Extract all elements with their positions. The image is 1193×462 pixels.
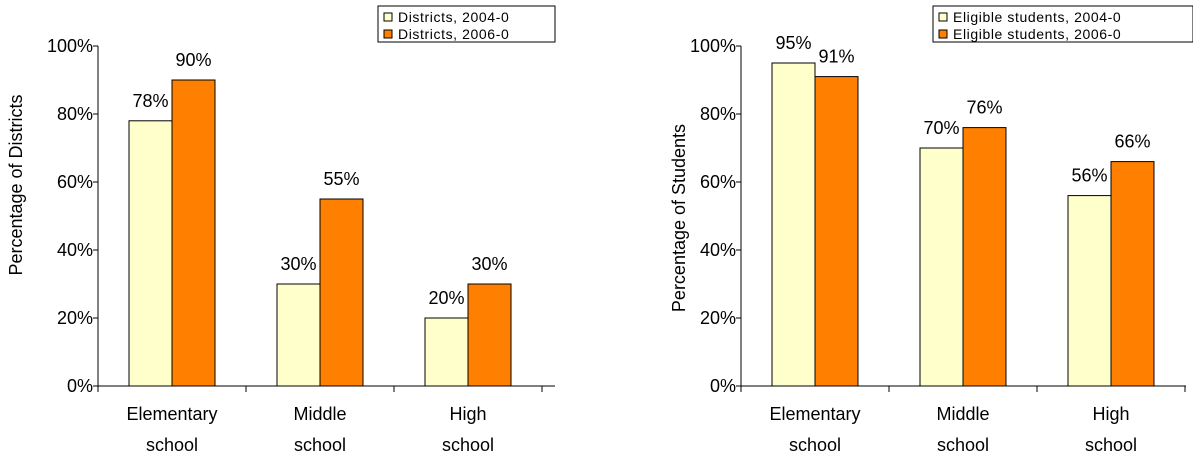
data-label: 30% — [471, 254, 507, 274]
y-tick-label: 60% — [57, 172, 93, 192]
y-tick-label: 40% — [700, 240, 736, 260]
data-label: 56% — [1071, 166, 1107, 186]
data-label: 90% — [175, 50, 211, 70]
data-label: 95% — [775, 33, 811, 53]
legend-label: Eligible students, 2006-0 — [953, 26, 1121, 42]
bar-2 — [815, 77, 858, 386]
data-label: 30% — [280, 254, 316, 274]
y-tick-label: 80% — [700, 104, 736, 124]
y-axis-title: Percentage of Students — [669, 124, 689, 312]
x-tick-label: Middle — [936, 404, 989, 424]
y-tick-label: 40% — [57, 240, 93, 260]
data-label: 76% — [966, 98, 1002, 118]
data-label: 70% — [923, 118, 959, 138]
x-tick-label: school — [937, 435, 989, 455]
bar-2 — [963, 128, 1006, 386]
x-tick-label: Elementary — [769, 404, 860, 424]
x-tick-label: school — [294, 435, 346, 455]
y-tick-label: 20% — [700, 308, 736, 328]
y-tick-label: 0% — [710, 376, 736, 396]
x-tick-label: school — [789, 435, 841, 455]
y-tick-label: 80% — [57, 104, 93, 124]
x-tick-label: school — [1085, 435, 1137, 455]
y-tick-label: 20% — [57, 308, 93, 328]
x-tick-label: school — [146, 435, 198, 455]
chart-2: 0% 20% 40% 60% 80% 100% Percentage of Students… — [669, 6, 1193, 455]
y-tick-label: 100% — [47, 36, 93, 56]
legend-swatch — [384, 30, 392, 38]
bar-1 — [425, 318, 468, 386]
bar-2 — [1111, 162, 1154, 386]
legend-label: Districts, 2006-0 — [398, 26, 509, 42]
bar-1 — [129, 121, 172, 386]
bar-1 — [920, 148, 963, 386]
x-tick-label: school — [442, 435, 494, 455]
y-tick-label: 100% — [690, 36, 736, 56]
data-label: 55% — [323, 169, 359, 189]
bar-1 — [277, 284, 320, 386]
x-tick-label: Elementary — [126, 404, 217, 424]
legend-swatch — [384, 13, 392, 21]
data-label: 78% — [132, 91, 168, 111]
y-axis-title: Percentage of Districts — [6, 94, 26, 275]
data-label: 20% — [428, 288, 464, 308]
data-label: 91% — [818, 47, 854, 67]
x-tick-label: High — [1092, 404, 1129, 424]
bar-2 — [468, 284, 511, 386]
bar-2 — [320, 199, 363, 386]
bar-1 — [772, 63, 815, 386]
data-label: 66% — [1114, 132, 1150, 152]
legend-swatch — [939, 13, 947, 21]
bar-2 — [172, 80, 215, 386]
x-tick-label: High — [449, 404, 486, 424]
bar-1 — [1068, 196, 1111, 386]
legend-label: Eligible students, 2004-0 — [953, 9, 1121, 25]
legend-swatch — [939, 30, 947, 38]
legend-label: Districts, 2004-0 — [398, 9, 509, 25]
x-tick-label: Middle — [293, 404, 346, 424]
y-tick-label: 60% — [700, 172, 736, 192]
y-tick-label: 0% — [67, 376, 93, 396]
chart-1: 0% 20% 40% 60% 80% 100% Percentage of District… — [6, 5, 1193, 455]
